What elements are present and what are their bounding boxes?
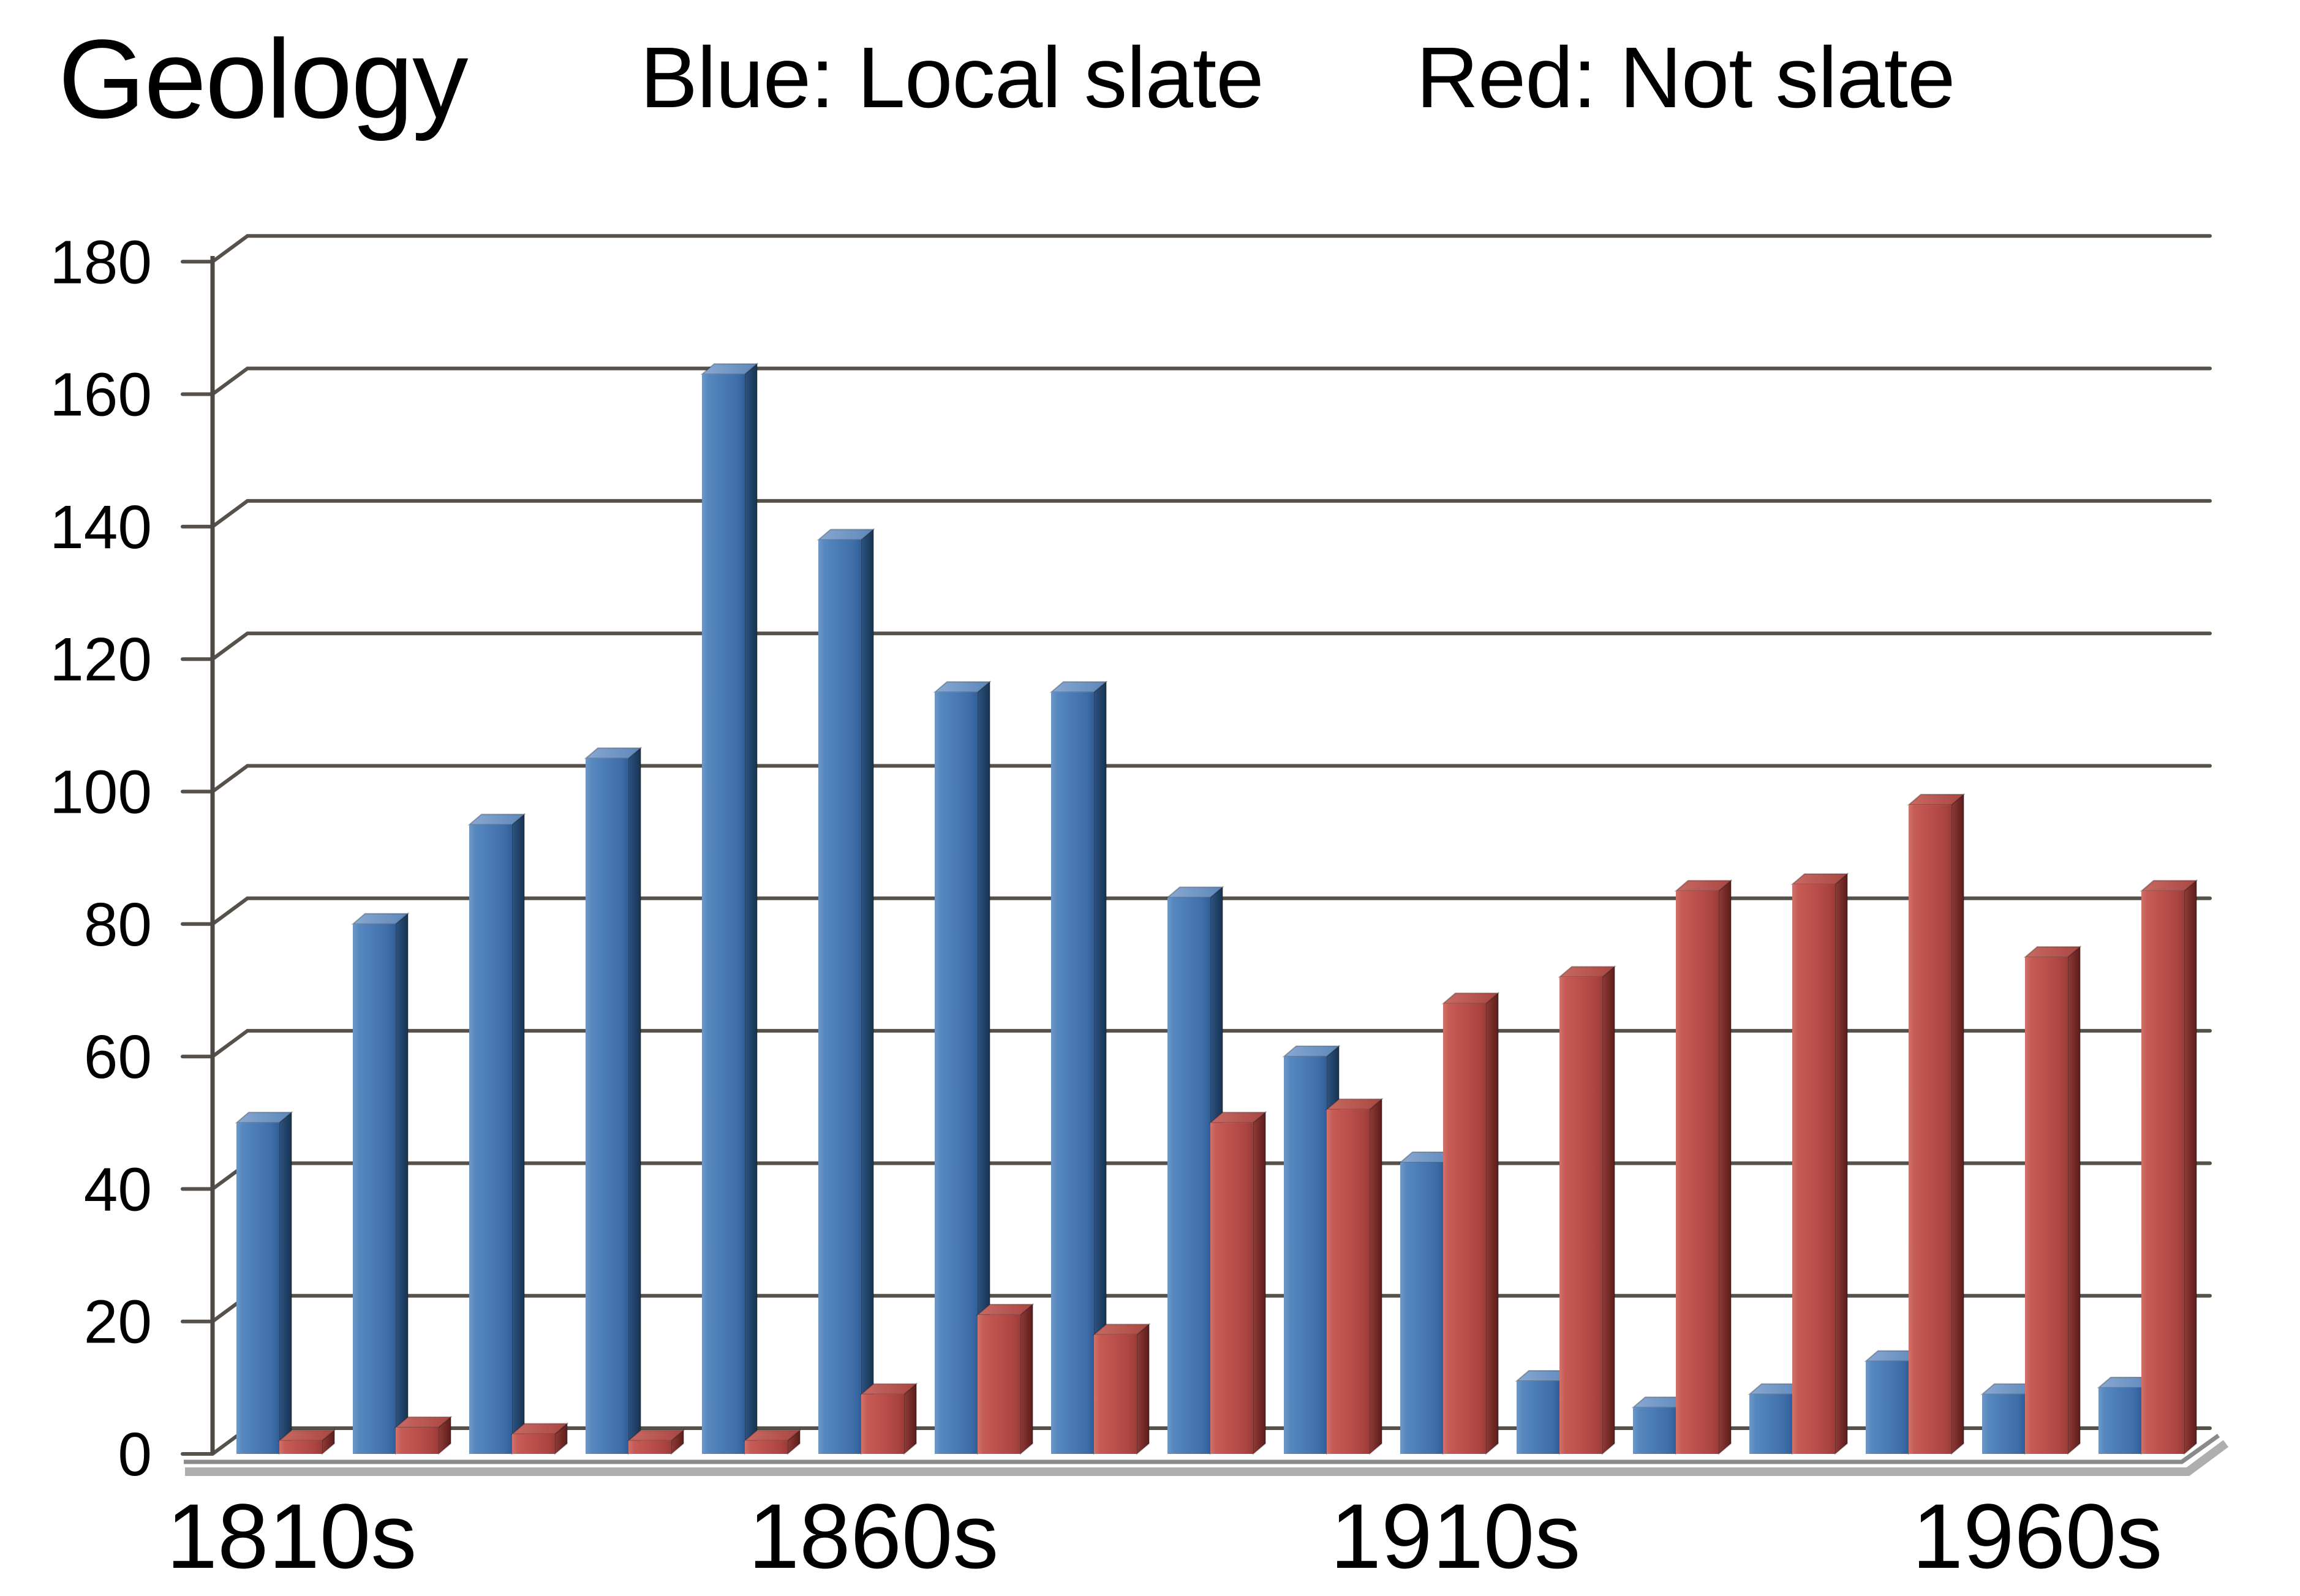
bar-local-slate-1810s <box>235 1111 293 1456</box>
x-tick-label: 1810s <box>167 1485 417 1587</box>
bar-not-slate-1870s <box>976 1303 1035 1456</box>
bar-not-slate-1970s <box>2140 879 2198 1456</box>
bar-not-slate-1930s <box>1674 879 1733 1456</box>
bar-not-slate-1890s <box>1208 1111 1267 1456</box>
bar-not-slate-1960s <box>2023 945 2082 1456</box>
x-tick-label: 1960s <box>1912 1485 2163 1587</box>
legend-blue-label: Blue: Local slate <box>640 29 1264 126</box>
floor-shadow <box>185 1440 2229 1476</box>
y-axis-labels: 0 20 40 60 80 100 120 140 160 180 <box>50 228 152 1489</box>
bar-local-slate-1860s <box>816 528 875 1456</box>
gridline <box>181 1029 2212 1059</box>
x-axis-labels: 1810s 1860s 1910s 1960s <box>167 1485 2163 1587</box>
y-tick-label: 100 <box>50 758 152 827</box>
gridline <box>181 631 2212 661</box>
y-tick-label: 120 <box>50 625 152 694</box>
y-tick-label: 140 <box>50 493 152 562</box>
gridline <box>181 499 2212 529</box>
gridline <box>181 234 2212 264</box>
bar-not-slate-1920s <box>1558 965 1616 1456</box>
floor-edge <box>184 1434 2220 1464</box>
bar-not-slate-1830s <box>510 1422 569 1456</box>
bar-not-slate-1860s <box>859 1382 918 1456</box>
bar-local-slate-1830s <box>467 813 526 1456</box>
y-tick-label: 60 <box>84 1023 152 1091</box>
bar-not-slate-1850s <box>743 1429 802 1456</box>
gridline <box>181 366 2212 396</box>
gridline <box>181 764 2212 794</box>
bar-not-slate-1880s <box>1092 1323 1151 1456</box>
y-tick-label: 0 <box>118 1420 152 1489</box>
chart-title: Geology <box>58 16 469 141</box>
legend-red-label: Red: Not slate <box>1416 29 1955 126</box>
bar-not-slate-1900s <box>1325 1097 1384 1456</box>
y-tick-label: 40 <box>84 1155 152 1224</box>
bar-not-slate-1810s <box>277 1429 336 1456</box>
bar-not-slate-1950s <box>1907 792 1966 1456</box>
bar-local-slate-1840s <box>584 747 643 1456</box>
bar-local-slate-1850s <box>700 362 759 1456</box>
gridlines <box>181 234 2212 1456</box>
gridline <box>181 896 2212 926</box>
y-tick-label: 80 <box>84 890 152 959</box>
bar-not-slate-1840s <box>627 1429 685 1456</box>
x-tick-label: 1860s <box>748 1485 999 1587</box>
bar-local-slate-1820s <box>351 912 410 1456</box>
bar-local-slate-1870s <box>933 680 992 1456</box>
bar-not-slate-1940s <box>1790 872 1849 1456</box>
bar-not-slate-1820s <box>394 1415 453 1456</box>
y-tick-label: 180 <box>50 228 152 296</box>
x-tick-label: 1910s <box>1330 1485 1581 1587</box>
y-tick-label: 160 <box>50 361 152 429</box>
y-tick-label: 20 <box>84 1288 152 1357</box>
bar-not-slate-1910s <box>1441 992 1500 1456</box>
bars <box>235 362 2198 1456</box>
bar-local-slate-1880s <box>1049 680 1108 1456</box>
